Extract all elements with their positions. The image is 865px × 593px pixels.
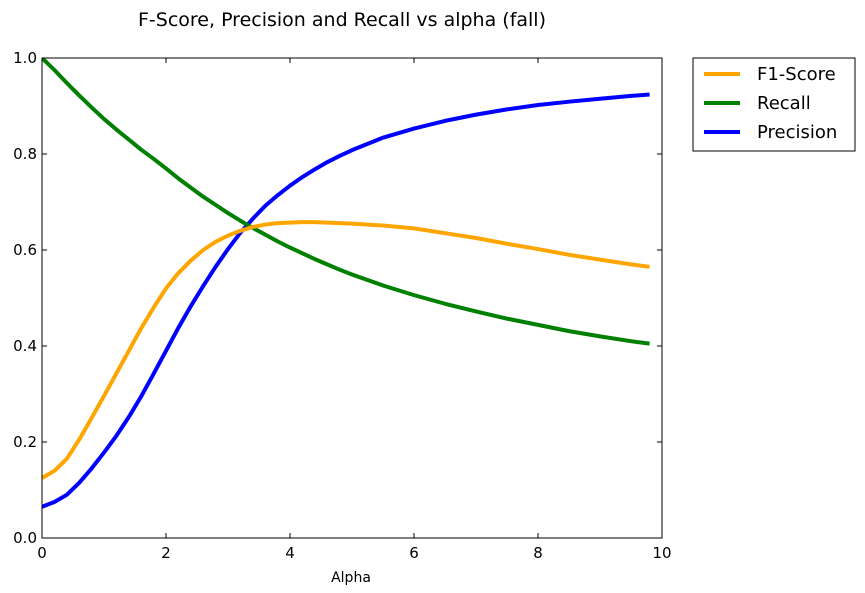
series-line-f1-score	[42, 220, 650, 480]
y-tick-label: 0.0	[13, 529, 37, 547]
chart-title: F-Score, Precision and Recall vs alpha (…	[138, 9, 546, 31]
series-line-recall	[42, 58, 650, 346]
x-tick-label: 4	[285, 544, 295, 562]
y-tick-label: 1.0	[13, 49, 37, 67]
axis-ticks: 0 2 4 6 8 10 0.0 0.2 0.4 0.6 0.8 1.0	[13, 49, 671, 562]
x-axis-label: Alpha	[331, 570, 371, 586]
legend-label: F1-Score	[757, 64, 836, 85]
legend: F1-Score Recall Precision	[692, 57, 856, 152]
y-tick-label: 0.6	[13, 241, 37, 259]
x-tick-label: 2	[161, 544, 171, 562]
x-tick-label: 0	[37, 544, 47, 562]
x-tick-label: 6	[409, 544, 419, 562]
y-tick-label: 0.2	[13, 433, 37, 451]
y-tick-label: 0.8	[13, 145, 37, 163]
plot-area	[42, 58, 650, 509]
y-tick-label: 0.4	[13, 337, 37, 355]
legend-label: Recall	[757, 93, 811, 114]
x-tick-label: 10	[652, 544, 671, 562]
x-tick-label: 8	[533, 544, 543, 562]
series-line-precision	[42, 92, 650, 509]
plot-frame	[41, 57, 663, 539]
legend-label: Precision	[757, 122, 837, 143]
